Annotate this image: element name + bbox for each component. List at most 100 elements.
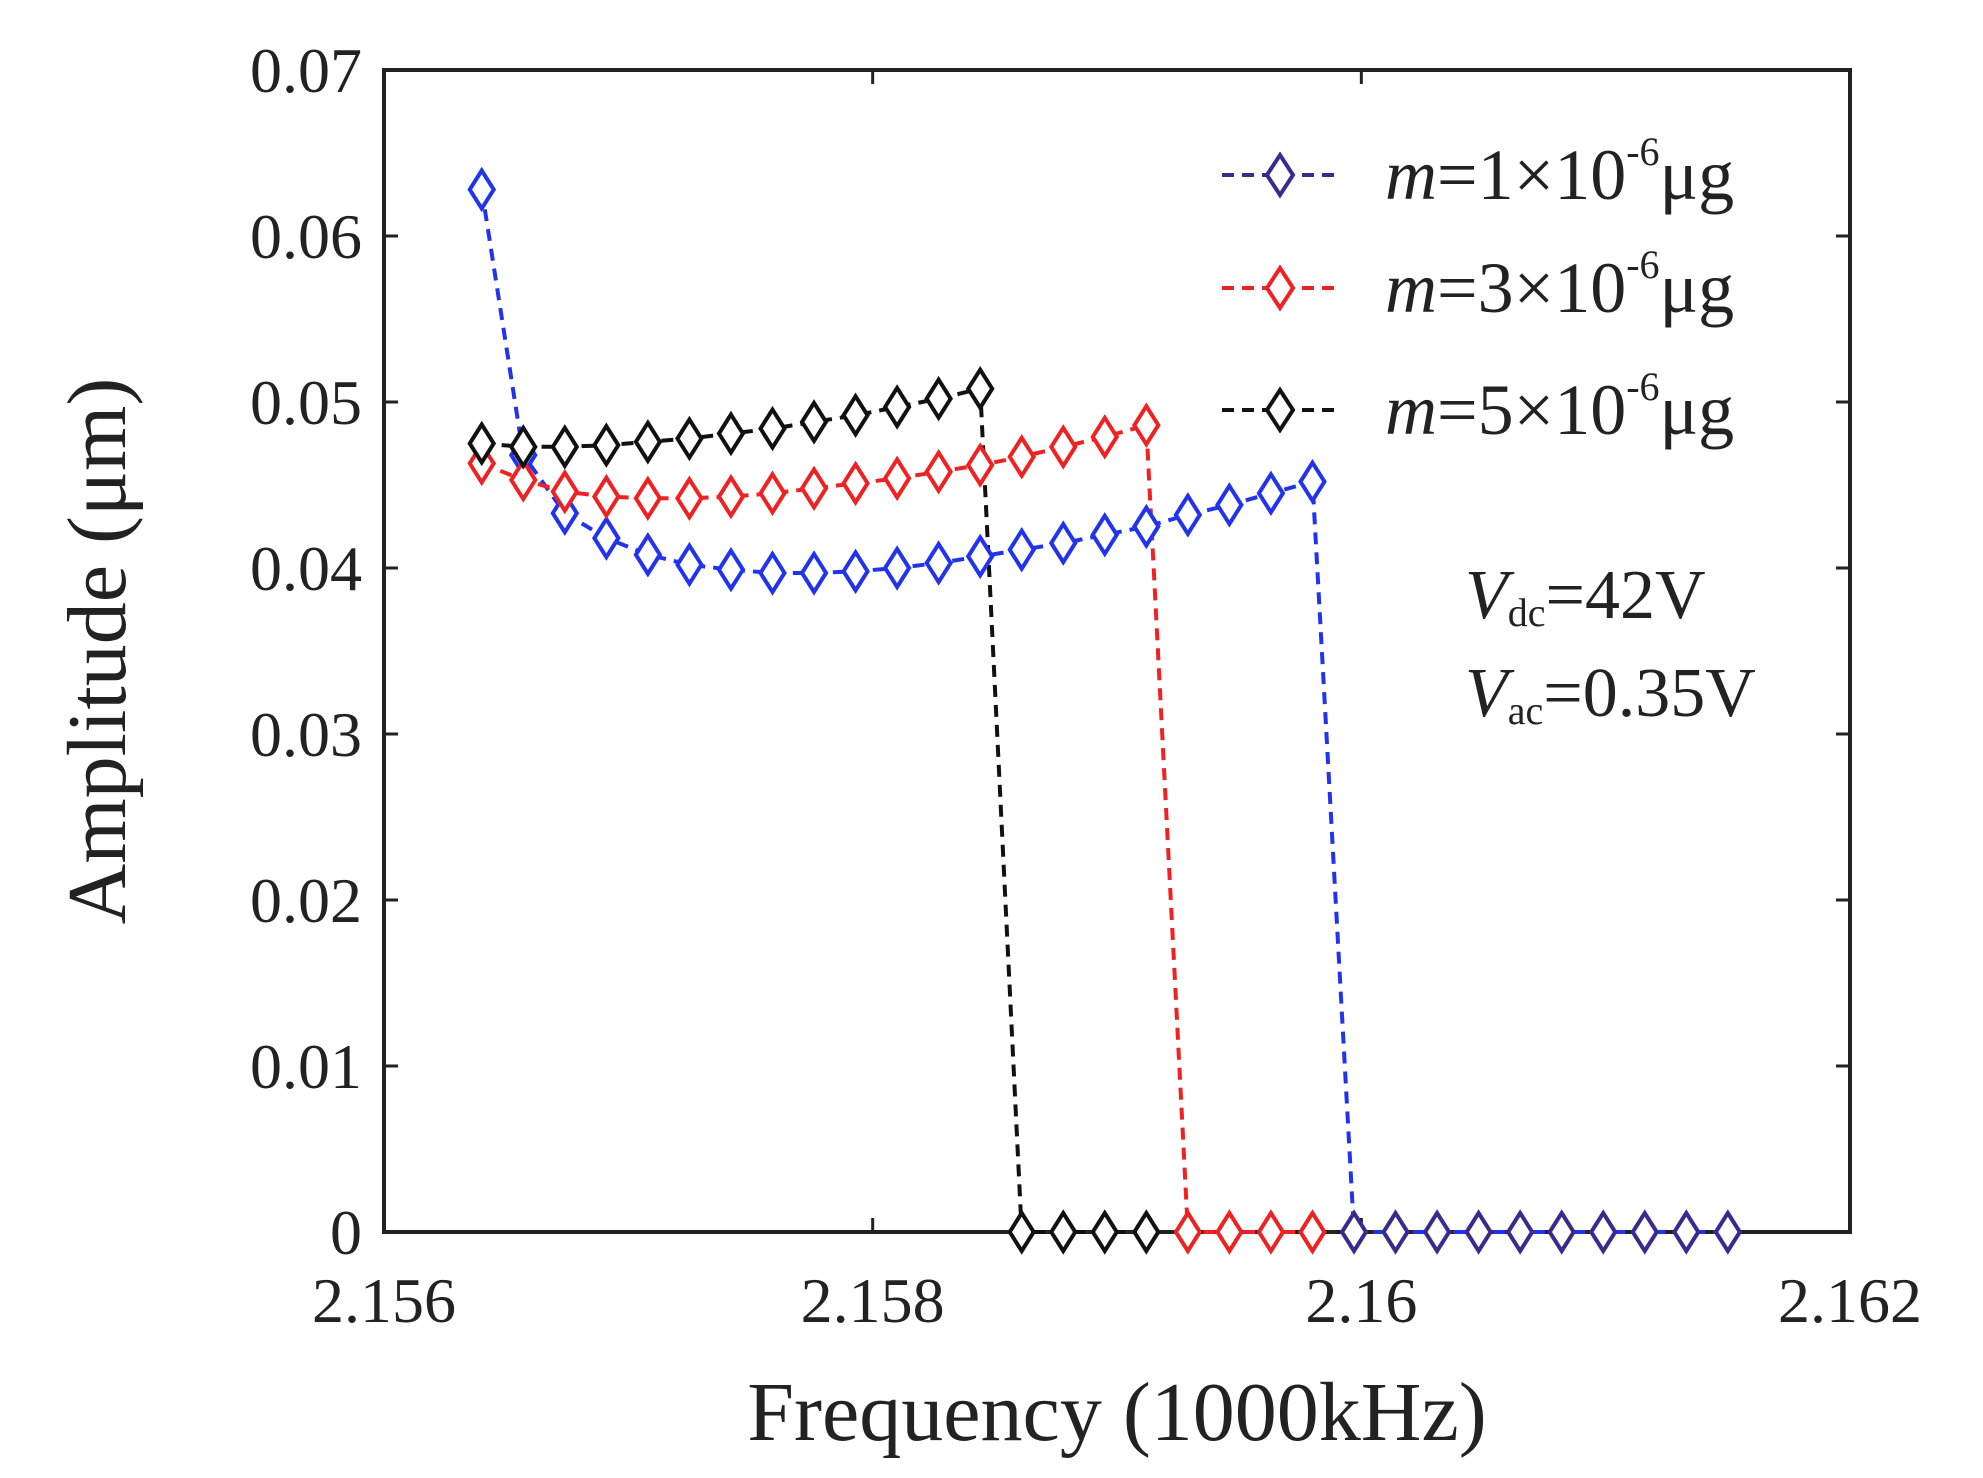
annotation-vac-var: V [1465,655,1515,732]
data-point-series-1 [799,550,829,596]
data-point-series-2 [841,460,870,507]
x-tick-label: 2.156 [312,1265,456,1336]
data-point-series-1 [591,515,621,561]
data-point-series-1 [882,545,912,591]
series-markers [467,166,1743,1255]
data-point-series-1 [1215,482,1244,528]
legend-unit-3: μg [1660,370,1735,450]
legend-label-2: m=3×10-6μg [1385,242,1734,328]
legend-unit-1: μg [1660,135,1735,215]
data-point-series-2 [633,475,663,522]
data-point-series-3 [841,392,870,439]
data-point-series-1 [1422,1209,1452,1255]
legend-marker-1 [1264,151,1296,199]
data-point-series-2 [1007,434,1037,480]
data-point-series-1 [1090,512,1120,558]
data-point-series-1 [1173,492,1203,538]
data-point-series-3 [965,365,995,412]
data-point-series-3 [799,399,829,445]
data-point-series-1 [633,531,663,578]
data-point-series-3 [591,422,621,468]
legend-exp-1: -6 [1626,129,1659,174]
data-point-series-2 [1173,1209,1203,1255]
legend-var-2: m [1385,248,1437,328]
data-point-series-1 [1381,1209,1410,1255]
data-point-series-1 [1131,503,1161,550]
annotation-vdc-text: =42V [1546,557,1706,634]
x-tick-label: 2.158 [801,1265,945,1336]
data-point-series-1 [965,533,995,580]
data-point-series-2 [1215,1209,1244,1255]
legend-marker-3 [1264,386,1296,434]
data-point-series-1 [1630,1209,1660,1255]
annotation-vdc-var: V [1465,557,1515,634]
data-point-series-3 [1007,1209,1037,1255]
data-point-series-1 [1256,470,1286,517]
data-point-series-3 [633,419,663,465]
y-tick-label: 0.07 [250,35,362,106]
data-point-series-2 [1090,414,1120,460]
data-point-series-2 [882,455,912,502]
y-tick-labels: 0 0.01 0.02 0.03 0.04 0.05 0.06 0.07 [250,35,362,1268]
data-point-series-2 [550,468,580,515]
data-point-series-2 [758,470,787,517]
data-point-series-2 [716,473,746,520]
y-tick-label: 0.04 [250,533,362,604]
data-point-series-3 [1048,1209,1078,1255]
y-tick-label: 0.01 [250,1031,362,1102]
data-point-series-3 [1090,1209,1120,1255]
legend-var-3: m [1385,370,1437,450]
legend-entry-1: m=1×10-6μg [1222,129,1734,215]
y-tick-label: 0.05 [250,367,362,438]
data-point-series-1 [1464,1209,1493,1255]
legend-exp-2: -6 [1626,242,1659,287]
annotation-vdc-sub: dc [1508,590,1546,635]
data-point-series-3 [924,375,954,422]
data-point-series-1 [1505,1209,1535,1255]
legend-label-3: m=5×10-6μg [1385,364,1734,450]
legend-eq-2: =3×10 [1437,248,1626,328]
data-point-series-1 [1339,1209,1369,1255]
data-point-series-1 [675,541,704,588]
data-point-series-2 [924,448,954,495]
data-point-series-3 [550,424,580,470]
legend-eq-1: =1×10 [1437,135,1626,215]
data-point-series-1 [758,550,787,596]
legend-entry-2: m=3×10-6μg [1222,242,1734,328]
data-point-series-3 [758,405,787,452]
data-point-series-2 [508,457,538,503]
data-point-series-1 [1048,520,1078,566]
x-tick-label: 2.162 [1778,1265,1922,1336]
data-point-series-2 [799,465,829,512]
data-point-series-1 [1547,1209,1577,1255]
legend: m=1×10-6μg m=3×10-6μg m=5×10-6μg [1222,129,1734,450]
y-tick-label: 0.06 [250,201,362,272]
legend-var-1: m [1385,135,1437,215]
data-point-series-2 [591,473,621,520]
data-point-series-1 [1713,1209,1743,1255]
data-point-series-2 [1256,1209,1286,1255]
data-point-series-3 [716,410,746,457]
data-point-series-3 [882,384,912,430]
legend-label-1: m=1×10-6μg [1385,129,1734,215]
legend-marker-2 [1264,264,1296,312]
legend-entry-3: m=5×10-6μg [1222,364,1734,450]
y-tick-label: 0 [330,1197,362,1268]
data-point-series-2 [675,475,704,522]
data-point-series-1 [1298,458,1327,505]
legend-unit-2: μg [1660,248,1735,328]
y-axis-title: Amplitude (μm) [51,378,144,925]
data-point-series-1 [924,540,954,586]
data-point-series-1 [841,548,870,595]
annotation-vac: Vac=0.35V [1465,655,1756,733]
annotation-vac-text: =0.35V [1543,655,1756,732]
y-tick-label: 0.02 [250,865,362,936]
data-point-series-2 [1048,424,1078,470]
x-tick-label: 2.16 [1305,1265,1417,1336]
x-tick-labels: 2.156 2.158 2.16 2.162 [312,1265,1922,1336]
annotation-vac-sub: ac [1508,688,1544,733]
data-point-series-3 [675,415,704,462]
y-tick-label: 0.03 [250,699,362,770]
data-point-series-1 [716,546,746,593]
